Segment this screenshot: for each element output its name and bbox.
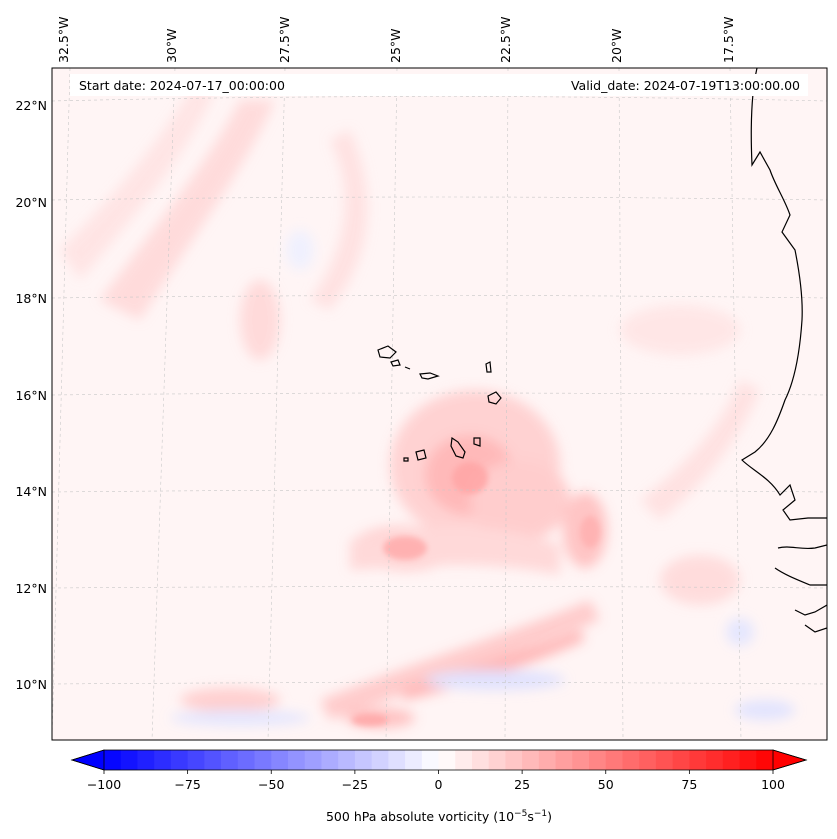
- coastlines: [377, 68, 827, 633]
- lat-tick-label: 14°N: [15, 484, 47, 499]
- map-frame: [51, 67, 828, 741]
- colorbar-segment: [405, 750, 423, 770]
- colorbar-segment: [555, 750, 573, 770]
- vorticity-field: [60, 90, 795, 728]
- colorbar-segment: [739, 750, 757, 770]
- lon-tick-label: 27.5°W: [277, 17, 292, 63]
- colorbar-segment: [221, 750, 239, 770]
- lat-tick-label: 10°N: [15, 677, 47, 692]
- colorbar-segment: [622, 750, 640, 770]
- colorbar-segment: [689, 750, 707, 770]
- colorbar-segment: [137, 750, 155, 770]
- colorbar: −100 −75 −50 −25 0 25 50 75 100 500 hPa absolute…: [70, 749, 808, 824]
- colorbar-segment: [421, 750, 439, 770]
- start-date-text: Start date: 2024-07-17_00:00:00: [79, 78, 285, 93]
- colorbar-segment: [722, 750, 740, 770]
- valid-date-text: Valid_date: 2024-07-19T13:00:00.00: [571, 78, 800, 93]
- colorbar-segment: [204, 750, 222, 770]
- lat-tick-label: 16°N: [15, 388, 47, 403]
- colorbar-segment: [338, 750, 356, 770]
- colorbar-segment: [154, 750, 172, 770]
- lon-tick-label: 32.5°W: [56, 17, 71, 63]
- colorbar-segment: [321, 750, 339, 770]
- colorbar-tick-label: −50: [258, 777, 284, 792]
- sierra-coast: [804, 624, 827, 633]
- lat-tick-label: 18°N: [15, 291, 47, 306]
- colorbar-segment: [572, 750, 590, 770]
- lon-tick-labels: 32.5°W 30°W 27.5°W 25°W 22.5°W 20°W 17.5…: [56, 17, 736, 63]
- colorbar-segment: [104, 750, 122, 770]
- cape-verde-santo-antao: [377, 345, 397, 359]
- lon-tick-label: 30°W: [164, 28, 179, 63]
- colorbar-segment: [120, 750, 138, 770]
- colorbar-tick-label: 75: [681, 777, 697, 792]
- lon-tick-label: 17.5°W: [721, 17, 736, 63]
- colorbar-segment: [655, 750, 674, 770]
- colorbar-segment: [639, 750, 657, 770]
- map-panel: [52, 68, 827, 740]
- colorbar-tick-label: −75: [174, 777, 200, 792]
- colorbar-segment: [388, 750, 406, 770]
- cape-verde-sao-vicente: [390, 359, 401, 367]
- cape-verde-sao-nicolau: [419, 372, 440, 380]
- colorbar-segment: [672, 750, 690, 770]
- cape-verde-fogo: [415, 449, 427, 461]
- colorbar-segment: [522, 750, 540, 770]
- lon-tick-label: 20°W: [609, 28, 624, 63]
- colorbar-segment: [187, 750, 205, 770]
- colorbar-label: 500 hPa absolute vorticity (10−5s−1): [326, 809, 552, 824]
- colorbar-segment: [455, 750, 473, 770]
- cape-verde-santa-luzia: [404, 366, 411, 370]
- cape-verde-maio: [473, 437, 481, 447]
- lon-tick-label: 25°W: [388, 28, 403, 63]
- colorbar-segment: [505, 750, 523, 770]
- colorbar-segment: [589, 750, 607, 770]
- cape-verde-sal: [485, 361, 492, 373]
- lat-tick-label: 22°N: [15, 98, 47, 113]
- cape-verde-brava: [403, 457, 409, 462]
- colorbar-segment: [706, 750, 724, 770]
- colorbar-tick-label: −100: [87, 777, 121, 792]
- colorbar-ticks: −100 −75 −50 −25 0 25 50 75 100: [87, 770, 785, 792]
- colorbar-segment: [254, 750, 272, 770]
- header-box: [70, 74, 808, 96]
- colorbar-segment: [471, 750, 490, 770]
- colorbar-tick-label: 0: [435, 777, 443, 792]
- colorbar-extend-max: [772, 749, 808, 771]
- colorbar-segment: [488, 750, 506, 770]
- colorbar-extend-min: [70, 749, 105, 771]
- colorbar-segments: [104, 750, 774, 770]
- colorbar-segment: [170, 750, 189, 770]
- colorbar-segment: [756, 750, 774, 770]
- colorbar-segment: [237, 750, 255, 770]
- graticule: [52, 68, 827, 740]
- colorbar-tick-label: 100: [761, 777, 785, 792]
- guinea-coast: [774, 567, 827, 586]
- lon-tick-label: 22.5°W: [498, 17, 513, 63]
- colorbar-segment: [605, 750, 623, 770]
- colorbar-segment: [438, 750, 456, 770]
- colorbar-segment: [271, 750, 289, 770]
- cape-verde-boa-vista: [487, 391, 502, 405]
- lat-tick-label: 12°N: [15, 581, 47, 596]
- bijagos-coast: [794, 604, 827, 616]
- colorbar-tick-label: −25: [342, 777, 368, 792]
- lat-tick-labels: 22°N 20°N 18°N 16°N 14°N 12°N 10°N: [15, 98, 47, 692]
- colorbar-segment: [538, 750, 556, 770]
- colorbar-segment: [287, 750, 306, 770]
- colorbar-tick-label: 50: [598, 777, 614, 792]
- colorbar-segment: [354, 750, 373, 770]
- colorbar-tick-label: 25: [514, 777, 530, 792]
- cape-verde-santiago: [450, 436, 466, 459]
- colorbar-segment: [371, 750, 389, 770]
- colorbar-segment: [304, 750, 322, 770]
- africa-coastline: [741, 68, 827, 521]
- lat-tick-label: 20°N: [15, 195, 47, 210]
- gambia-coast: [777, 544, 827, 550]
